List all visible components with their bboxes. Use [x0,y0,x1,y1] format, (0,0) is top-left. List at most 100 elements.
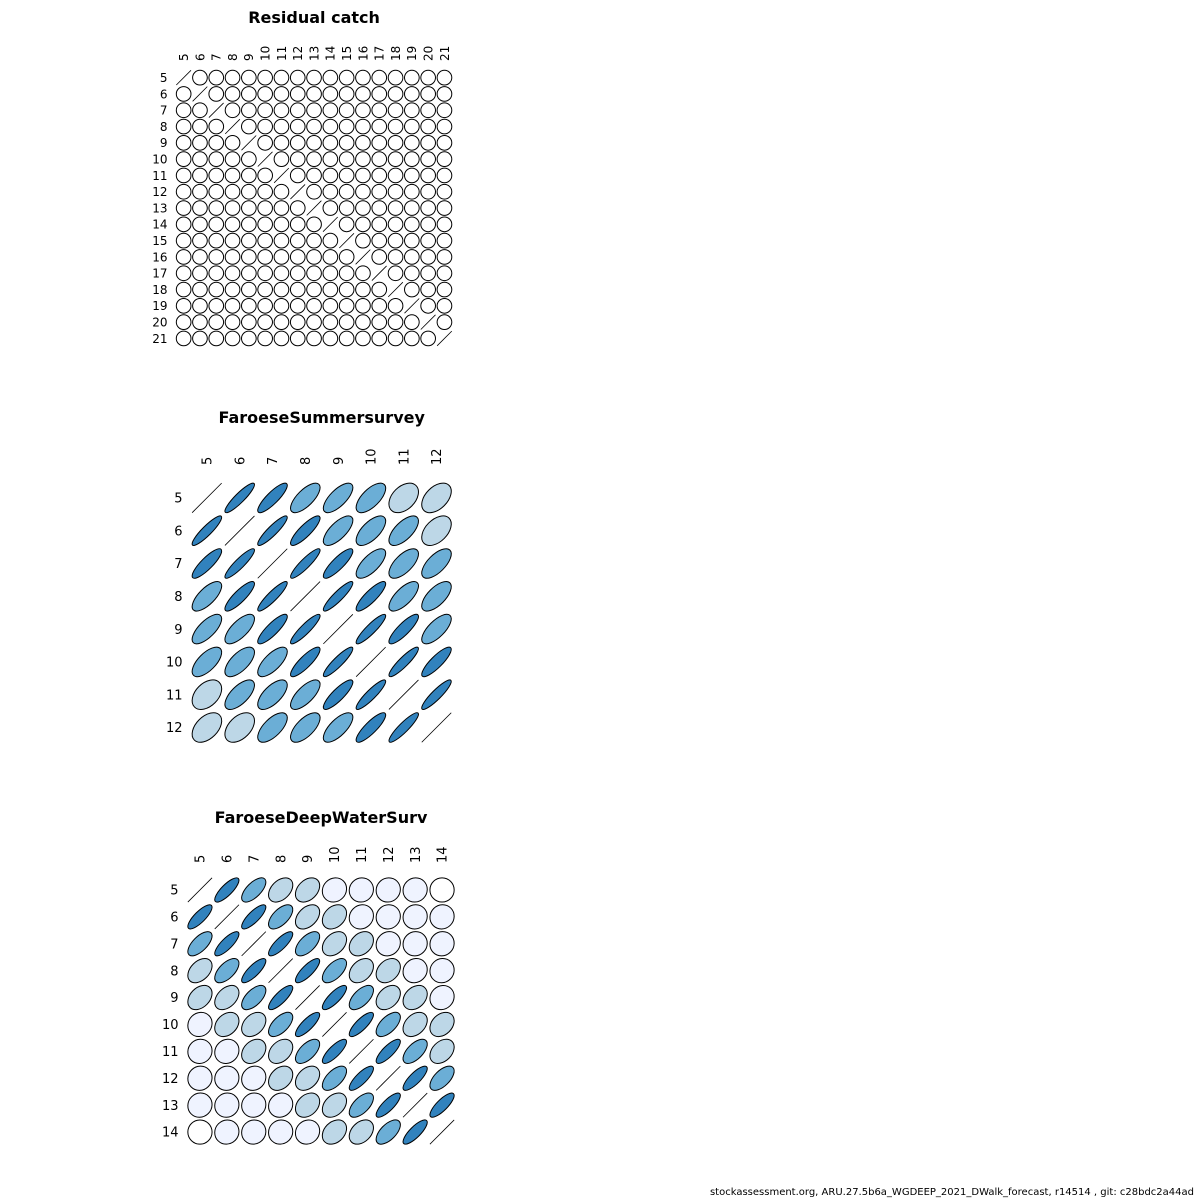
correlation-ellipse [273,265,290,282]
column-label: 6 [221,855,236,863]
correlation-ellipse [273,330,290,347]
correlation-ellipse [421,515,452,546]
correlation-ellipse [404,135,420,151]
correlation-ellipse [273,216,290,233]
diagonal-mark [192,86,208,102]
correlation-ellipse [429,904,455,930]
correlation-ellipse [371,151,388,167]
correlation-ellipse [420,151,436,167]
correlation-ellipse [322,679,354,710]
correlation-ellipse [355,613,387,645]
diagonal-mark [187,877,213,903]
correlation-ellipse [208,249,225,265]
correlation-ellipse [355,200,371,216]
correlation-ellipse [421,646,452,678]
diagonal-mark [429,1119,455,1145]
correlation-ellipse [387,135,404,151]
correlation-ellipse [289,102,306,119]
row-label: 15 [152,234,167,248]
correlation-ellipse [404,200,420,216]
correlation-ellipse [420,69,436,86]
correlation-ellipse [241,200,257,216]
correlation-ellipse [175,249,192,265]
correlation-ellipse [322,200,339,216]
correlation-ellipse [355,118,371,135]
correlation-ellipse [187,904,213,930]
correlation-panel: FaroeseSummersurvey 5 5 6 6 7 7 8 8 9 9 10 10 11 11 12 1… [166,408,452,743]
diagonal-mark [224,515,255,546]
correlation-ellipse [371,183,388,200]
correlation-ellipse [175,183,192,200]
correlation-ellipse [290,482,321,514]
row-label: 14 [162,1126,179,1141]
correlation-ellipse [355,581,387,612]
correlation-ellipse [224,249,241,265]
correlation-ellipse [338,330,355,347]
correlation-ellipse [208,298,225,314]
correlation-ellipse [268,1092,294,1118]
correlation-ellipse [338,249,355,265]
column-label: 10 [328,846,343,863]
correlation-ellipse [290,548,321,579]
correlation-ellipse [436,298,453,314]
correlation-ellipse [420,86,436,102]
correlation-ellipse [192,232,208,249]
correlation-ellipse [290,646,321,678]
correlation-ellipse [404,118,420,135]
correlation-ellipse [429,931,455,957]
correlation-ellipse [241,1065,267,1091]
correlation-ellipse [289,298,306,314]
correlation-ellipse [224,581,255,612]
correlation-ellipse [257,712,288,743]
correlation-ellipse [306,118,322,135]
correlation-ellipse [388,548,419,579]
correlation-ellipse [306,232,322,249]
correlation-ellipse [421,679,452,710]
correlation-ellipse [371,298,388,314]
column-label: 14 [436,846,451,863]
correlation-ellipse [191,515,223,546]
correlation-ellipse [294,931,321,957]
row-label: 7 [174,557,182,572]
correlation-ellipse [387,118,404,135]
column-label: 9 [301,855,316,863]
correlation-ellipse [338,69,355,86]
diagonal-mark [348,1038,374,1064]
row-label: 7 [170,937,178,952]
correlation-ellipse [257,216,273,233]
correlation-ellipse [290,613,321,645]
row-label: 11 [166,688,183,703]
correlation-ellipse [436,183,453,200]
correlation-ellipse [420,118,436,135]
row-label: 9 [160,136,168,150]
diagonal-mark [322,1012,347,1037]
correlation-ellipse [241,904,267,930]
correlation-ellipse [208,330,225,347]
correlation-ellipse [224,712,255,743]
correlation-ellipse [338,118,355,135]
correlation-ellipse [268,877,294,903]
correlation-ellipse [192,330,208,347]
correlation-ellipse [322,86,339,102]
diagonal-mark [388,679,419,710]
correlation-ellipse [257,265,273,282]
correlation-ellipse [402,984,428,1011]
correlation-ellipse [429,1065,455,1091]
correlation-ellipse [375,1038,401,1064]
correlation-ellipse [348,904,374,930]
correlation-ellipse [338,86,355,102]
correlation-ellipse [322,712,354,743]
correlation-ellipse [402,1011,428,1038]
correlation-ellipse [268,931,294,957]
column-label: 10 [258,46,272,61]
row-label: 14 [152,218,167,232]
column-label: 20 [421,46,435,61]
correlation-ellipse [224,216,241,233]
correlation-panel: Residual catch55667788991010111112121313… [152,8,453,347]
correlation-ellipse [192,69,208,86]
correlation-ellipse [420,298,436,314]
diagonal-mark [306,200,322,216]
diagonal-mark [404,298,420,314]
correlation-ellipse [321,1038,348,1064]
correlation-ellipse [175,281,192,298]
